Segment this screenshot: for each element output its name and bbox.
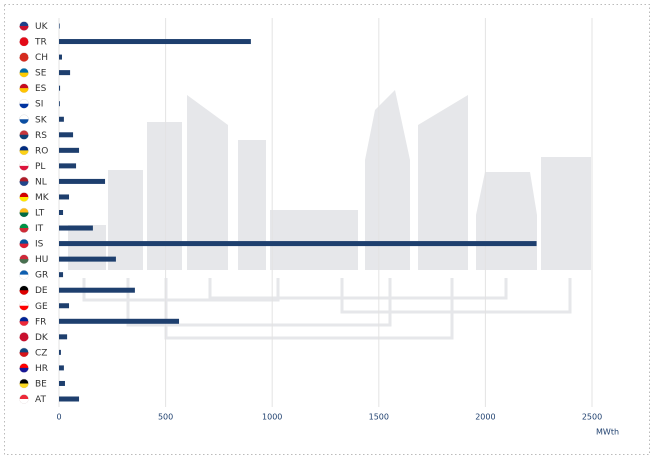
bar: [59, 396, 80, 402]
bar: [59, 147, 80, 153]
flag: [19, 26, 29, 31]
flag: [19, 290, 29, 295]
flag: [19, 243, 29, 249]
flag: [19, 259, 29, 264]
flag: [19, 41, 29, 47]
flag: [19, 212, 29, 217]
bar: [59, 116, 64, 122]
y-tick-label: GE: [35, 302, 48, 312]
bar: [59, 318, 180, 324]
flag: [19, 383, 29, 388]
x-tick-label: 1000: [262, 413, 282, 422]
bar: [59, 101, 60, 107]
y-tick-label: HU: [35, 255, 48, 265]
flag: [19, 134, 29, 140]
bar: [59, 163, 77, 169]
flag: [19, 336, 29, 342]
y-tick-label: DE: [35, 286, 48, 296]
flag: [19, 321, 29, 326]
x-tick-label: 500: [158, 413, 173, 422]
y-tick-label: RS: [35, 131, 47, 141]
y-tick-label: LT: [35, 209, 45, 219]
y-tick-label: DK: [35, 333, 49, 343]
y-tick-label: IS: [35, 240, 44, 250]
bar: [59, 210, 64, 215]
flag: [19, 228, 29, 233]
flag: [19, 150, 29, 155]
bar: [59, 225, 93, 231]
y-tick-label: NL: [35, 177, 47, 187]
flag: [19, 305, 29, 311]
y-tick-label: ES: [35, 84, 47, 94]
y-tick-label: HR: [35, 364, 48, 374]
y-tick-label: TR: [34, 38, 47, 48]
x-tick-label: 2500: [582, 413, 602, 422]
x-axis-label: MWth: [596, 428, 619, 437]
flag: [19, 367, 29, 373]
flag: [19, 181, 29, 186]
flag: [19, 352, 29, 357]
bar: [59, 178, 106, 184]
bar: [59, 380, 65, 386]
flag: [19, 72, 29, 78]
y-tick-label: MK: [35, 193, 50, 203]
bar: [59, 70, 71, 76]
flag: [19, 196, 29, 202]
flag: [19, 88, 29, 93]
bar: [59, 54, 62, 60]
x-tick-label: 2000: [475, 413, 495, 422]
bar: [59, 303, 70, 309]
y-tick-label: SK: [35, 115, 48, 125]
y-tick-label: PL: [35, 162, 45, 172]
flag: [19, 119, 29, 124]
y-tick-label: SE: [35, 69, 47, 79]
bar: [59, 23, 60, 29]
y-tick-label: RO: [35, 146, 48, 156]
y-tick-label: AT: [35, 395, 46, 405]
bar: [59, 256, 116, 262]
y-tick-label: UK: [35, 22, 49, 32]
frame: [4, 4, 650, 455]
bar: [59, 349, 61, 355]
y-tick-label: BE: [35, 379, 47, 389]
x-tick-label: 1500: [369, 413, 389, 422]
flag: [19, 165, 29, 171]
bar: [59, 39, 251, 45]
y-tick-label: FR: [35, 317, 46, 327]
y-tick-label: IT: [35, 224, 44, 234]
x-tick-label: 0: [56, 413, 61, 422]
y-tick-label: CH: [35, 53, 48, 63]
bar: [59, 334, 68, 340]
flag: [19, 274, 29, 280]
bar: [59, 194, 70, 200]
y-tick-label: GR: [35, 271, 48, 281]
y-tick-label: CZ: [35, 348, 47, 358]
flag: [19, 103, 29, 109]
background-lines: [82, 278, 572, 340]
flag: [19, 57, 29, 62]
y-tick-label: SI: [35, 100, 43, 110]
background-city: [68, 90, 591, 270]
bar: [59, 272, 64, 278]
flag: [19, 399, 29, 404]
bar: [59, 132, 74, 138]
bar: [59, 287, 135, 293]
bar: [59, 85, 61, 91]
bar: [59, 241, 537, 247]
bar: [59, 365, 64, 371]
